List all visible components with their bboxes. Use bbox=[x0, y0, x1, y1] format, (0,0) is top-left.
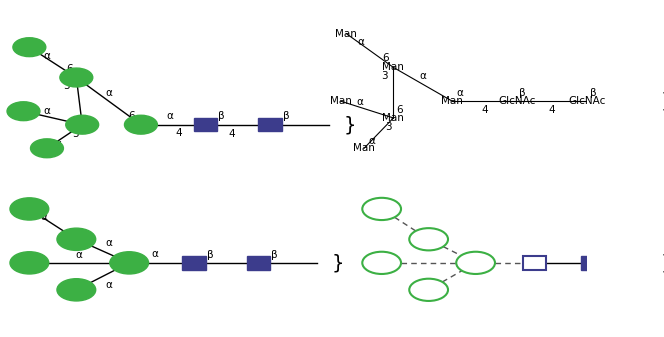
Text: Man: Man bbox=[382, 113, 404, 123]
Circle shape bbox=[10, 252, 48, 274]
Text: α: α bbox=[357, 37, 364, 47]
Text: 3: 3 bbox=[381, 71, 388, 81]
Text: 4: 4 bbox=[228, 129, 235, 139]
Text: α: α bbox=[357, 97, 363, 107]
Text: α: α bbox=[151, 249, 159, 259]
Circle shape bbox=[66, 115, 99, 134]
Text: GlcNAc: GlcNAc bbox=[498, 96, 535, 106]
Circle shape bbox=[7, 102, 40, 121]
Circle shape bbox=[31, 139, 64, 158]
Text: 3: 3 bbox=[72, 129, 79, 139]
Circle shape bbox=[363, 252, 401, 274]
FancyBboxPatch shape bbox=[194, 118, 217, 131]
Text: 4: 4 bbox=[481, 105, 488, 115]
Circle shape bbox=[57, 279, 96, 301]
Text: α: α bbox=[105, 88, 112, 98]
Text: Man: Man bbox=[329, 96, 351, 106]
Text: 4: 4 bbox=[548, 105, 555, 115]
Circle shape bbox=[409, 228, 448, 250]
Text: 6: 6 bbox=[382, 53, 388, 63]
Text: 3: 3 bbox=[385, 122, 392, 132]
Text: α: α bbox=[369, 136, 375, 146]
Text: β: β bbox=[207, 250, 213, 260]
Text: }: } bbox=[343, 115, 356, 134]
Text: Man: Man bbox=[441, 96, 463, 106]
FancyBboxPatch shape bbox=[182, 256, 206, 270]
Text: }: } bbox=[661, 253, 664, 272]
Text: α: α bbox=[43, 51, 50, 61]
FancyBboxPatch shape bbox=[581, 256, 605, 270]
Text: 6: 6 bbox=[396, 104, 403, 115]
Text: Man: Man bbox=[353, 143, 375, 153]
Circle shape bbox=[10, 198, 48, 220]
Text: β: β bbox=[519, 88, 526, 98]
Text: α: α bbox=[106, 238, 113, 248]
Text: 4: 4 bbox=[176, 128, 183, 138]
Text: Man: Man bbox=[335, 29, 357, 39]
Text: α: α bbox=[54, 139, 62, 149]
Text: 6: 6 bbox=[128, 111, 135, 121]
Text: β: β bbox=[590, 88, 596, 98]
Text: }: } bbox=[332, 253, 344, 272]
Text: 6: 6 bbox=[66, 64, 73, 74]
FancyBboxPatch shape bbox=[523, 256, 546, 270]
Text: }: } bbox=[661, 92, 664, 111]
Text: α: α bbox=[76, 250, 83, 260]
FancyBboxPatch shape bbox=[258, 118, 282, 131]
Text: β: β bbox=[272, 250, 278, 260]
Text: β: β bbox=[283, 111, 290, 121]
Text: α: α bbox=[420, 71, 426, 81]
Text: α: α bbox=[167, 111, 174, 121]
Text: α: α bbox=[43, 106, 50, 116]
Circle shape bbox=[409, 279, 448, 301]
Circle shape bbox=[57, 228, 96, 250]
Text: GlcNAc: GlcNAc bbox=[568, 96, 606, 106]
Circle shape bbox=[110, 252, 149, 274]
Text: β: β bbox=[218, 111, 225, 121]
Circle shape bbox=[363, 198, 401, 220]
Text: 3: 3 bbox=[62, 81, 69, 91]
Text: α: α bbox=[40, 212, 47, 222]
Circle shape bbox=[13, 38, 46, 57]
Text: Man: Man bbox=[382, 62, 404, 72]
Circle shape bbox=[124, 115, 157, 134]
FancyBboxPatch shape bbox=[246, 256, 270, 270]
Circle shape bbox=[456, 252, 495, 274]
Text: α: α bbox=[456, 88, 463, 98]
Text: α: α bbox=[106, 280, 113, 290]
Circle shape bbox=[60, 68, 93, 87]
